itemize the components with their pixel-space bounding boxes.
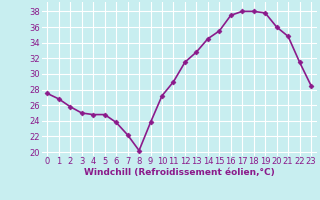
X-axis label: Windchill (Refroidissement éolien,°C): Windchill (Refroidissement éolien,°C) (84, 168, 275, 177)
